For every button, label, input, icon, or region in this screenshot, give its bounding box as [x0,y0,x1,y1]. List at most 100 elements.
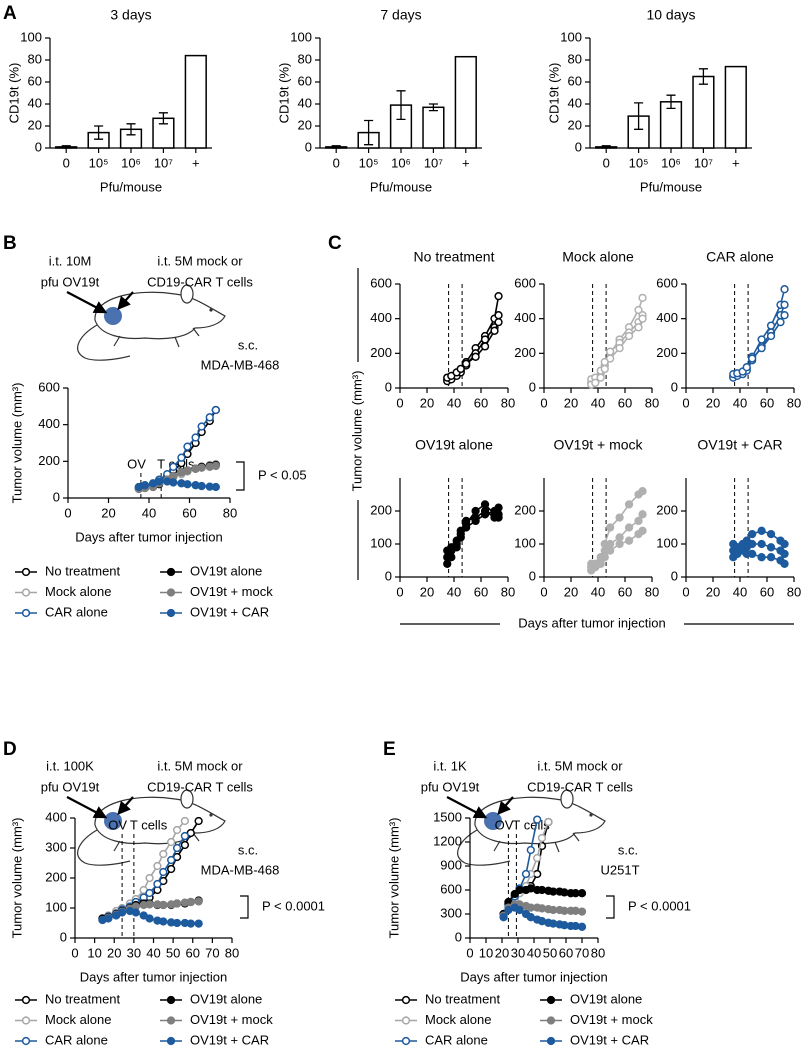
marker [615,513,624,522]
x-tick-label: 20 [107,945,121,960]
marker [159,867,168,877]
x-tick-label: 40 [591,584,605,599]
subplot-title: CAR alone [706,249,774,265]
x-tick-label: 20 [495,945,509,960]
x-tick-label: 40 [733,395,747,410]
x-tick-label: 40 [146,945,160,960]
error-bar [61,145,71,149]
legend-marker [401,995,411,1005]
subplot-title: Mock alone [562,249,634,265]
marker [766,543,776,552]
x-tick-label: 20 [706,584,720,599]
y-tick-label: 0 [455,929,462,944]
marker [499,913,508,922]
x-axis-label: Days after tumor injection [460,969,607,984]
x-tick-label: 10 [479,945,493,960]
y-tick-label: 80 [298,51,312,66]
marker [606,354,615,363]
x-tick-label: 80 [225,945,239,960]
y-tick-label: 600 [38,379,60,394]
marker [172,918,182,928]
marker [748,354,757,363]
marker [211,405,220,415]
marker [145,888,154,898]
y-tick-label: 0 [529,568,536,583]
y-tick-label: 200 [514,345,536,360]
x-tick-label: 60 [474,584,488,599]
x-tick-label: 10⁶ [391,155,411,170]
marker [757,526,766,535]
marker [638,293,647,303]
x-tick-label: 30 [511,945,525,960]
marker [515,905,524,915]
p-value: P < 0.05 [258,467,307,482]
diagram-text: s.c. [238,842,258,857]
marker [194,919,203,928]
y-tick-label: 300 [440,905,462,920]
diagram-text: s.c. [238,337,258,352]
marker [780,549,789,559]
marker [447,543,456,552]
legend-label: No treatment [45,991,121,1006]
y-tick-label: 0 [305,139,312,154]
x-tick-label: 80 [645,395,659,410]
x-axis-label: Pfu/mouse [100,179,162,194]
y-tick-label: 200 [656,345,678,360]
error-bar [428,103,438,112]
legend-marker [166,588,176,597]
marker [638,526,647,535]
x-tick-label: 60 [618,395,632,410]
significance-bracket [240,895,249,919]
error-bar [126,123,136,136]
y-tick-label: 200 [370,345,392,360]
x-tick-label: 20 [420,584,434,599]
x-axis-label: Days after tumor injection [518,615,665,630]
subplot-title: OV19t alone [415,437,493,453]
marker [757,343,766,353]
marker [494,503,503,512]
marker [606,539,615,549]
marker [494,510,503,519]
legend-marker [401,1036,411,1046]
marker [533,853,542,863]
marker [462,516,471,526]
x-tick-label: 80 [501,584,515,599]
x-tick-label: + [192,155,200,170]
diagram-text: pfu OV19t [421,779,480,794]
marker [615,533,624,542]
y-tick-label: 0 [575,139,582,154]
marker [180,831,190,841]
marker [624,331,634,341]
marker [471,506,480,516]
legend-marker [21,608,31,618]
marker [180,816,190,826]
x-tick-label: 20 [420,395,434,410]
x-tick-label: 40 [447,395,461,410]
marker [577,907,587,916]
marker [159,917,168,926]
error-bar [158,112,168,125]
marker [780,559,789,568]
y-tick-label: 400 [38,416,60,431]
marker [447,553,456,562]
subplot-title: OV19t + mock [553,437,643,453]
panel-label: A [3,3,17,24]
legend-label: OV19t alone [570,991,642,1006]
y-tick-label: 0 [529,379,536,394]
x-tick-label: 0 [71,945,78,960]
x-tick-label: 80 [223,505,237,520]
marker [197,481,206,491]
subplot-title: OV19t + CAR [697,437,782,453]
x-tick-label: 80 [787,395,801,410]
legend-label: OV19t + mock [570,1012,653,1027]
y-axis-label: CD19t (%) [546,63,561,124]
marker [169,478,178,487]
y-tick-label: 200 [38,453,60,468]
y-axis-label: CD19t (%) [276,63,291,124]
x-tick-label: 20 [101,505,115,520]
marker [452,536,461,545]
treatment-label: T cells [130,817,168,832]
legend-label: OV19t + CAR [570,1032,649,1047]
x-tick-label: 10⁵ [89,155,109,170]
y-tick-label: 20 [298,117,312,132]
